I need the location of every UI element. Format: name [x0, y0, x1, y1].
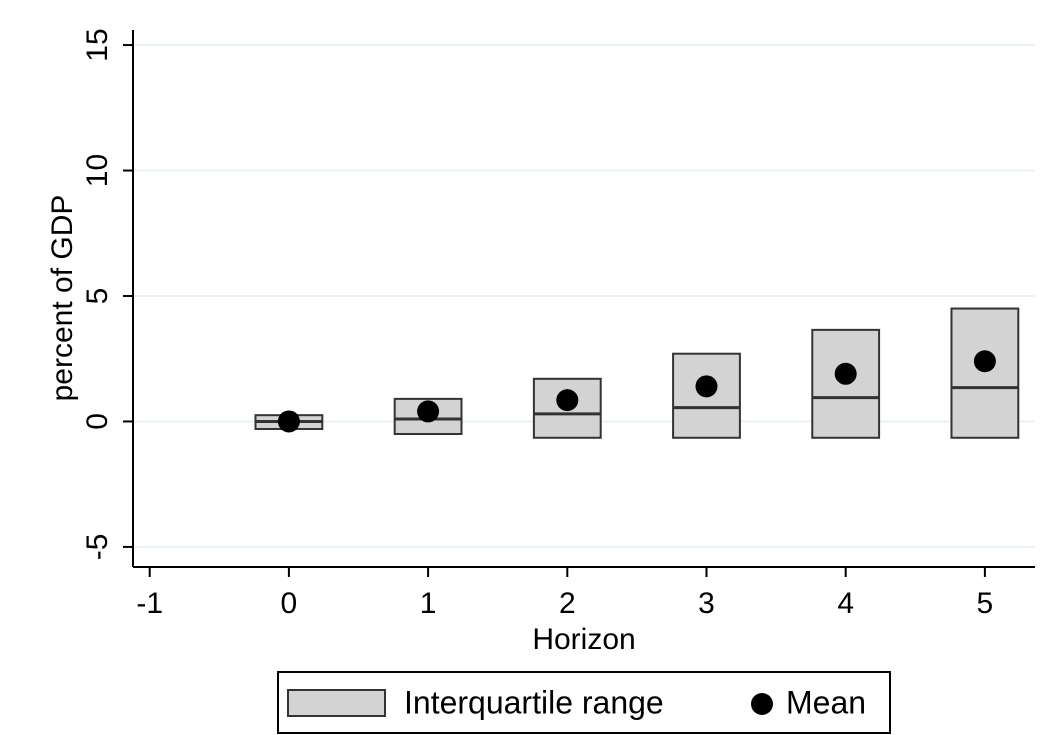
mean-dot [973, 350, 996, 373]
iqr-box [950, 307, 1020, 439]
mean-dot [417, 400, 440, 423]
x-tick-label: 4 [837, 587, 854, 620]
mean-dot [834, 362, 857, 385]
legend-label: Mean [786, 684, 866, 720]
x-tick-label: 3 [698, 587, 715, 620]
legend-swatch [287, 689, 386, 717]
legend-marker [751, 693, 773, 715]
y-tick-label: -5 [81, 534, 114, 561]
y-tick-label: 0 [81, 413, 114, 430]
mean-dot [556, 389, 579, 412]
x-tick-label: 2 [559, 587, 576, 620]
mean-dot [695, 375, 718, 398]
y-tick-label: 10 [81, 154, 114, 187]
x-axis-title: Horizon [532, 623, 635, 656]
x-tick-label: -1 [136, 587, 163, 620]
x-tick-label: 0 [281, 587, 298, 620]
x-tick-label: 1 [420, 587, 437, 620]
x-tick-label: 5 [977, 587, 994, 620]
y-tick-label: 15 [81, 28, 114, 61]
legend-label: Interquartile range [404, 684, 664, 720]
y-tick-label: 5 [81, 288, 114, 305]
mean-dot [277, 410, 300, 433]
y-axis-title: percent of GDP [46, 195, 79, 402]
